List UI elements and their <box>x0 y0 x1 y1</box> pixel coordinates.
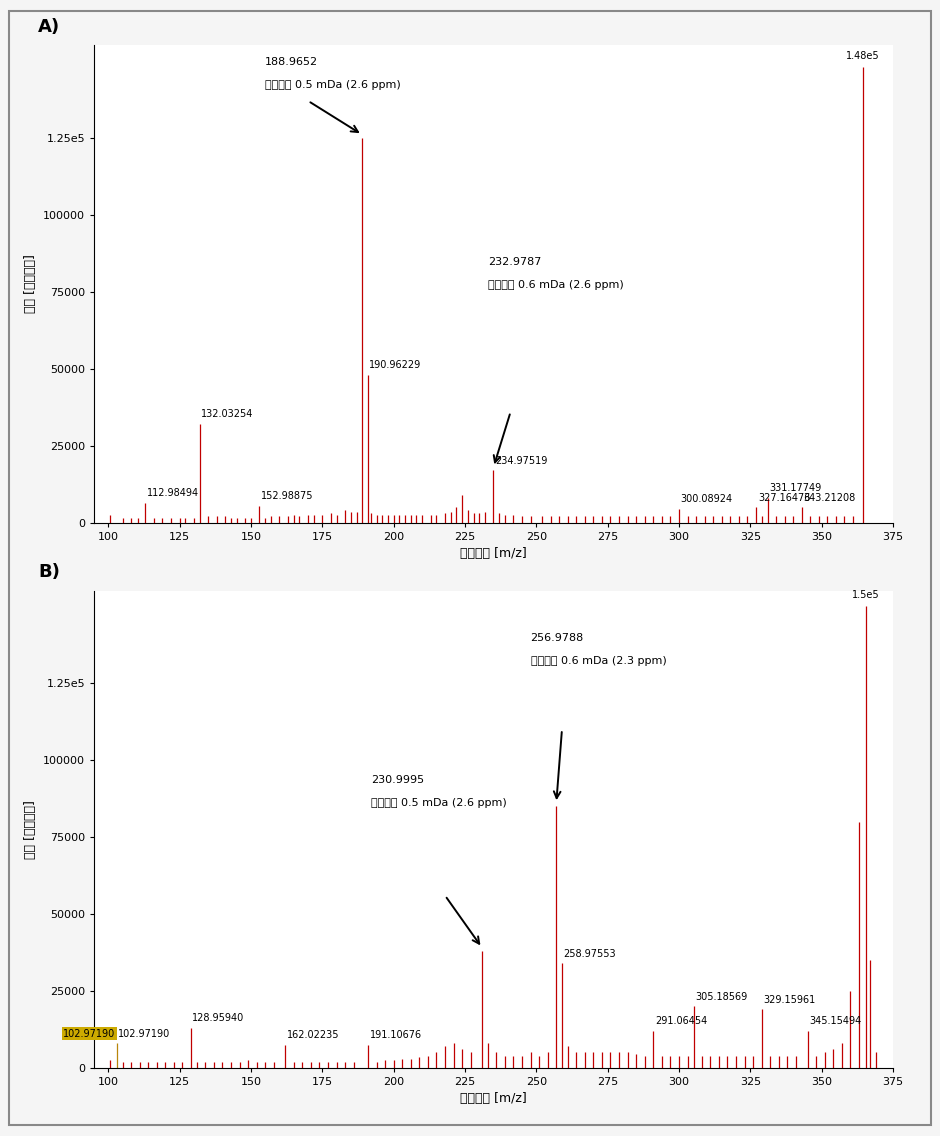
Text: 1.5e5: 1.5e5 <box>852 590 880 600</box>
Text: 1.48e5: 1.48e5 <box>846 51 880 61</box>
Text: 102.97190: 102.97190 <box>63 1028 116 1038</box>
Text: B): B) <box>38 563 60 582</box>
Text: 327.16476: 327.16476 <box>758 493 810 502</box>
Text: 232.9787: 232.9787 <box>488 257 541 267</box>
Text: 162.02235: 162.02235 <box>287 1030 339 1041</box>
Text: 343.21208: 343.21208 <box>804 493 856 502</box>
Text: 質量誤差 0.5 mDa (2.6 ppm): 質量誤差 0.5 mDa (2.6 ppm) <box>370 797 507 808</box>
Text: 191.10676: 191.10676 <box>369 1030 422 1041</box>
Text: 234.97519: 234.97519 <box>494 456 547 466</box>
Text: 質量誤差 0.6 mDa (2.3 ppm): 質量誤差 0.6 mDa (2.3 ppm) <box>530 657 666 666</box>
Text: 258.97553: 258.97553 <box>563 949 616 959</box>
Text: A): A) <box>38 18 60 36</box>
Text: 329.15961: 329.15961 <box>763 995 816 1004</box>
Text: 190.96229: 190.96229 <box>369 360 421 370</box>
Y-axis label: 強度 [カウント]: 強度 [カウント] <box>24 800 38 859</box>
Text: 331.17749: 331.17749 <box>769 483 822 493</box>
Text: 152.98875: 152.98875 <box>261 491 313 501</box>
Text: 128.95940: 128.95940 <box>193 1013 244 1024</box>
Text: 291.06454: 291.06454 <box>655 1017 707 1026</box>
Text: 188.9652: 188.9652 <box>265 57 319 67</box>
Text: 112.98494: 112.98494 <box>147 488 199 498</box>
Text: 345.15494: 345.15494 <box>809 1017 862 1026</box>
X-axis label: 実測質量 [m/z]: 実測質量 [m/z] <box>460 548 527 560</box>
Text: 230.9995: 230.9995 <box>370 775 424 785</box>
FancyBboxPatch shape <box>9 11 931 1125</box>
Text: 102.97190: 102.97190 <box>118 1028 170 1038</box>
Text: 305.18569: 305.18569 <box>696 992 747 1002</box>
Text: 256.9788: 256.9788 <box>530 633 584 643</box>
Text: 質量誤差 0.5 mDa (2.6 ppm): 質量誤差 0.5 mDa (2.6 ppm) <box>265 80 401 90</box>
Text: 300.08924: 300.08924 <box>681 494 733 504</box>
Y-axis label: 強度 [カウント]: 強度 [カウント] <box>24 254 38 314</box>
Text: 質量誤差 0.6 mDa (2.6 ppm): 質量誤差 0.6 mDa (2.6 ppm) <box>488 281 623 290</box>
Text: 132.03254: 132.03254 <box>201 409 254 419</box>
X-axis label: 実測質量 [m/z]: 実測質量 [m/z] <box>460 1093 527 1105</box>
